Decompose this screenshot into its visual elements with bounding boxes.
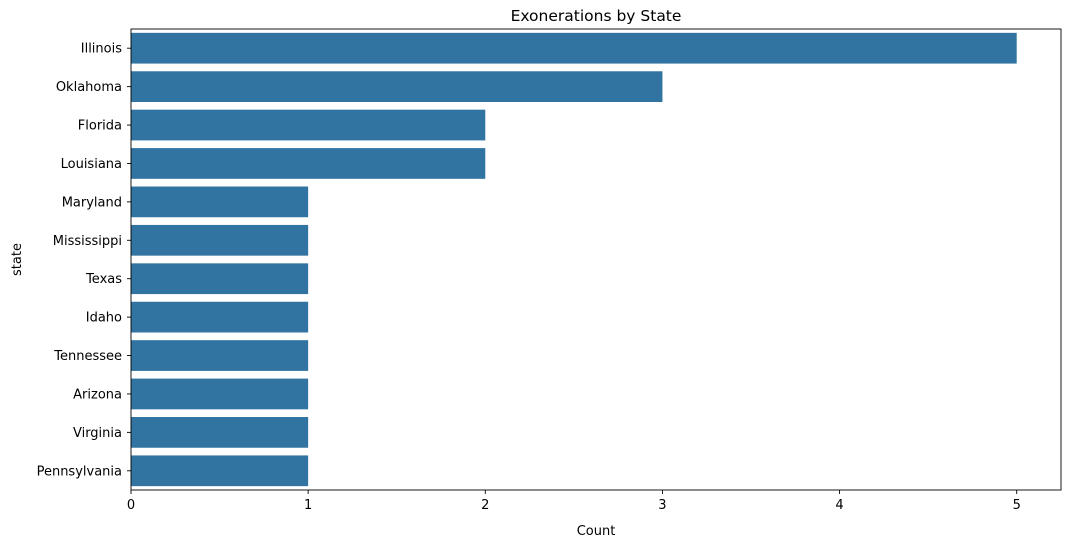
bar-illinois	[131, 32, 1017, 64]
y-tick-label: Florida	[78, 119, 122, 134]
bar-louisiana	[131, 148, 486, 179]
bar-tennessee	[131, 340, 309, 371]
bars-group	[131, 32, 1017, 487]
y-tick-label: Louisiana	[61, 157, 122, 172]
bar-virginia	[131, 417, 309, 448]
y-tick-label: Illinois	[81, 42, 122, 57]
y-tick-label: Texas	[85, 272, 122, 287]
y-tick-label: Virginia	[73, 426, 122, 441]
bar-florida	[131, 109, 486, 141]
x-tick-label: 2	[481, 498, 489, 513]
x-axis-ticks: 0 1 2 3 4 5	[127, 490, 1021, 513]
x-axis-label: Count	[577, 524, 616, 539]
x-tick-label: 3	[658, 498, 666, 513]
bar-maryland	[131, 186, 309, 218]
y-tick-label: Tennessee	[53, 349, 122, 364]
y-tick-label: Idaho	[86, 311, 122, 326]
y-tick-label: Mississippi	[53, 234, 122, 249]
chart-title: Exonerations by State	[511, 7, 682, 25]
plot-frame	[130, 28, 1062, 491]
x-tick-label: 0	[127, 498, 135, 513]
x-tick-label: 4	[835, 498, 843, 513]
y-axis-ticks: Illinois Oklahoma Florida Louisiana Maryland…	[37, 42, 131, 479]
x-tick-label: 1	[304, 498, 312, 513]
y-axis-label: state	[10, 243, 25, 276]
bar-texas	[131, 263, 309, 295]
bar-arizona	[131, 378, 309, 410]
bar-pennsylvania	[131, 455, 309, 487]
x-tick-label: 5	[1013, 498, 1021, 513]
y-tick-label: Pennsylvania	[37, 464, 122, 479]
bar-oklahoma	[131, 71, 663, 102]
y-tick-label: Maryland	[62, 195, 122, 210]
y-tick-label: Arizona	[73, 387, 122, 402]
bar-idaho	[131, 301, 309, 333]
bar-mississippi	[131, 224, 309, 256]
y-tick-label: Oklahoma	[56, 80, 122, 95]
